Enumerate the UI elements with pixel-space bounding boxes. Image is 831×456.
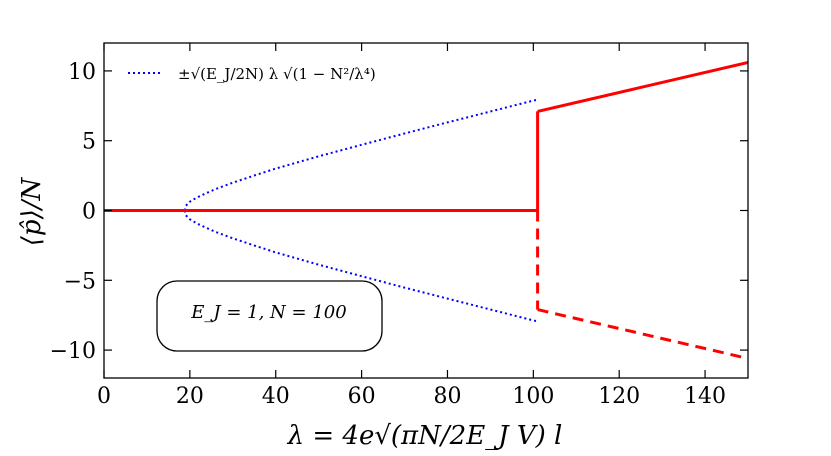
x-tick-label: 20 [176,384,204,409]
y-axis-label: ⟨p̂⟩/N [17,177,47,247]
series-dashed-segment-1 [537,308,748,360]
x-tick-label: 100 [512,384,554,409]
series-solid-segment-2 [537,61,748,113]
x-tick-label: 60 [348,384,376,409]
x-tick-label: 0 [97,384,111,409]
legend-entry-label: ±√(E_J/2N) λ √(1 − N²/λ⁴) [178,65,376,83]
x-axis-label: λ = 4e√(πN/2E_J V) l [287,421,563,451]
x-tick-label: 120 [598,384,640,409]
y-tick-label: 5 [82,130,96,155]
axis-ticks: 0 20 40 60 80 100 120 140 −10 −5 0 5 10 [50,43,748,409]
annotation-frame [156,280,383,352]
x-tick-label: 80 [433,384,461,409]
y-tick-label: −5 [64,269,96,294]
y-tick-label: 0 [82,200,96,225]
y-tick-label: 10 [68,60,96,85]
series-analytic-lower-line [183,210,538,323]
x-tick-label: 140 [684,384,726,409]
x-tick-label: 40 [262,384,290,409]
annotation-text: E_J = 1, N = 100 [190,302,346,323]
plot-marks [104,61,748,360]
y-tick-label: −10 [50,339,96,364]
series-analytic-upper-line [183,98,538,211]
annotation-box: E_J = 1, N = 100 [156,280,383,352]
legend: ±√(E_J/2N) λ √(1 − N²/λ⁴) [128,65,376,83]
